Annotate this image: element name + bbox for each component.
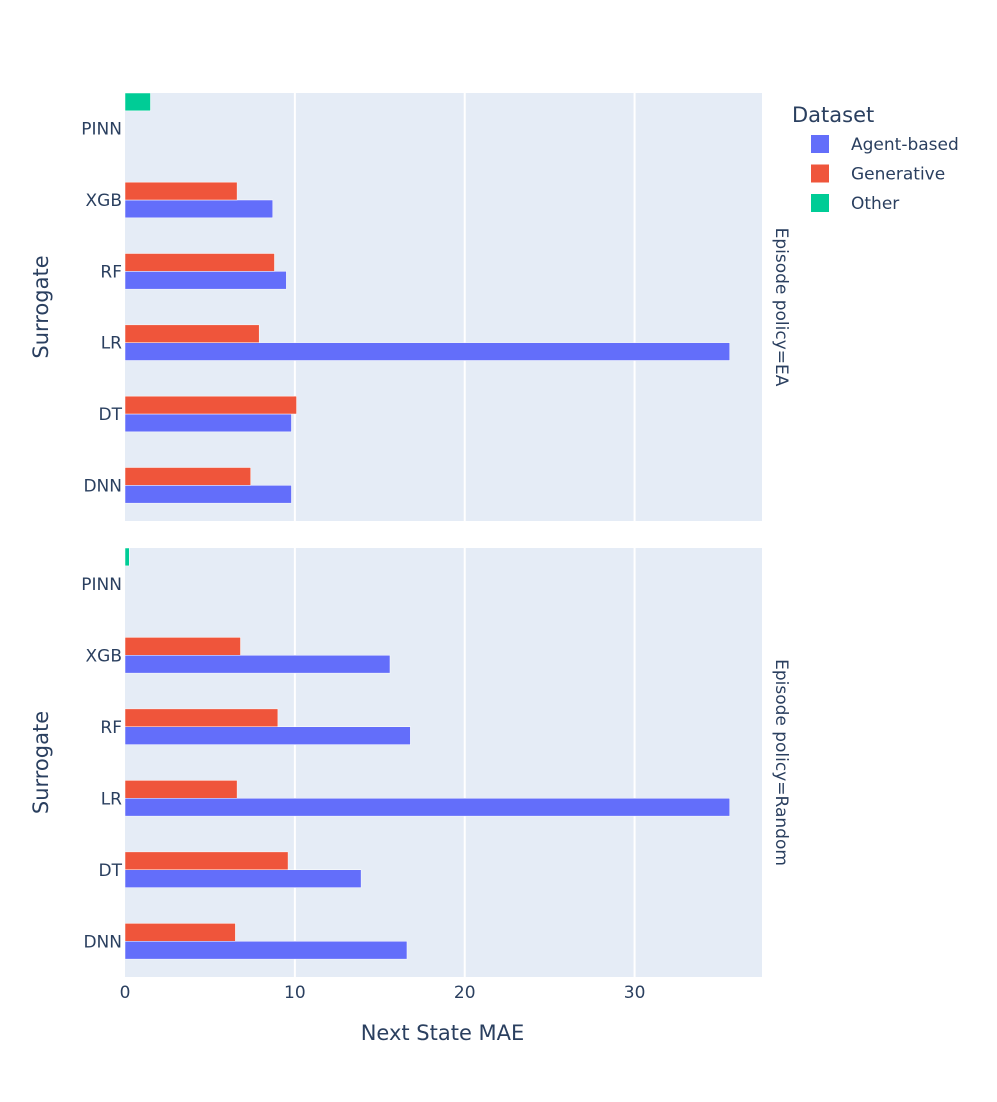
legend-swatch <box>811 164 829 183</box>
bar-agent-based-rf[interactable] <box>124 271 287 290</box>
plot-background <box>125 548 762 977</box>
y-tick-label: RF <box>100 262 122 282</box>
y-tick-label: PINN <box>81 120 122 140</box>
y-tick-label: XGB <box>86 191 122 211</box>
legend-swatch <box>811 135 829 153</box>
bar-other-pinn[interactable] <box>124 92 151 112</box>
y-tick-label: XGB <box>86 646 122 666</box>
y-tick-label: DT <box>99 405 123 425</box>
bar-generative-dnn[interactable] <box>124 923 236 942</box>
legend-swatch <box>811 194 829 212</box>
y-tick-label: LR <box>101 789 122 809</box>
legend-item-other[interactable]: Other <box>811 194 899 214</box>
y-axis-title: Surrogate <box>29 711 53 814</box>
legend-label: Agent-based <box>851 135 959 155</box>
facet-panel-1: DNN DT LR RF XGB PINN Episode policy=EA Surroga… <box>29 92 791 521</box>
y-tick-label: DT <box>99 861 123 881</box>
bar-generative-lr[interactable] <box>124 780 238 799</box>
bar-other-pinn[interactable] <box>124 547 130 567</box>
bar-agent-based-dt[interactable] <box>124 869 362 888</box>
y-tick-label: LR <box>101 334 122 354</box>
bar-agent-based-rf[interactable] <box>124 726 411 745</box>
bar-generative-xgb[interactable] <box>124 637 241 656</box>
bar-generative-rf[interactable] <box>124 253 275 272</box>
legend-item-generative[interactable]: Generative <box>811 164 945 185</box>
facet-label: Episode policy=Random <box>771 659 791 866</box>
y-tick-label: DNN <box>83 476 122 496</box>
x-axis-title: Next State MAE <box>361 1021 525 1045</box>
legend-label: Other <box>851 194 899 214</box>
bar-generative-dt[interactable] <box>124 395 297 415</box>
legend-label: Generative <box>851 165 945 185</box>
bar-agent-based-dnn[interactable] <box>124 485 292 504</box>
y-tick-label: PINN <box>81 575 122 595</box>
bar-generative-dnn[interactable] <box>124 467 251 486</box>
x-tick-label: 20 <box>454 983 476 1003</box>
y-tick-label: RF <box>100 718 122 738</box>
x-tick-label: 10 <box>284 983 306 1003</box>
bar-generative-dt[interactable] <box>124 851 289 870</box>
y-tick-label: DNN <box>83 932 122 952</box>
y-axis-title: Surrogate <box>29 255 53 358</box>
bar-agent-based-dnn[interactable] <box>124 941 408 960</box>
bar-agent-based-xgb[interactable] <box>124 199 274 219</box>
bar-generative-lr[interactable] <box>124 324 260 343</box>
facet-panel-2: DNN DT LR RF XGB PINN Episode policy=Random Sur… <box>29 547 791 977</box>
x-tick-label: 30 <box>624 983 646 1003</box>
legend-title: Dataset <box>792 103 874 127</box>
x-tick-label: 0 <box>120 983 131 1003</box>
bar-agent-based-dt[interactable] <box>124 413 292 433</box>
legend-item-agent-based[interactable]: Agent-based <box>811 135 959 155</box>
bar-generative-rf[interactable] <box>124 708 279 727</box>
facet-label: Episode policy=EA <box>771 228 791 387</box>
bar-generative-xgb[interactable] <box>124 181 238 201</box>
bar-agent-based-lr[interactable] <box>124 342 730 361</box>
plot-background <box>125 93 762 521</box>
bar-agent-based-xgb[interactable] <box>124 655 391 674</box>
bar-agent-based-lr[interactable] <box>124 798 730 817</box>
